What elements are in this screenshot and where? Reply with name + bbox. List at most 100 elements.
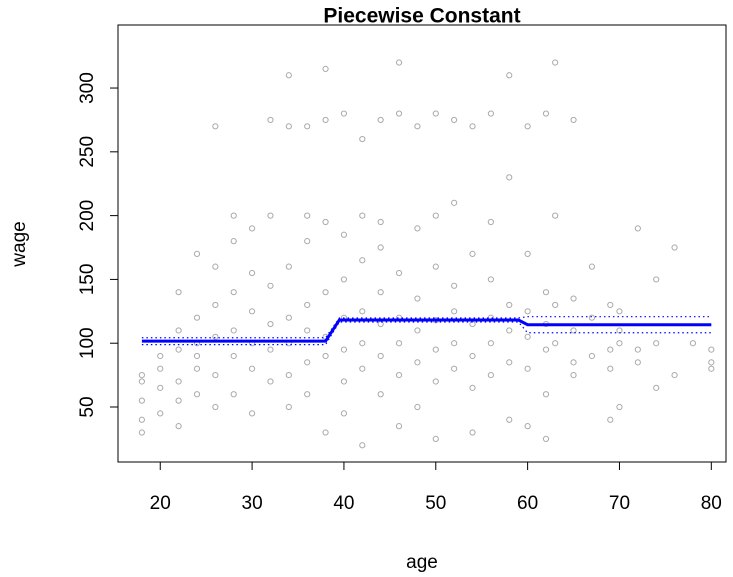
data-point bbox=[248, 410, 256, 417]
data-point bbox=[157, 365, 164, 372]
data-point bbox=[138, 378, 145, 385]
data-point bbox=[212, 372, 219, 379]
data-point bbox=[212, 263, 219, 270]
fit-upper-band bbox=[141, 316, 712, 339]
data-point bbox=[542, 289, 550, 296]
data-point bbox=[285, 403, 292, 411]
data-point bbox=[552, 340, 559, 347]
data-point bbox=[395, 59, 403, 66]
data-point bbox=[138, 429, 145, 436]
data-point bbox=[304, 301, 311, 309]
data-point bbox=[634, 359, 641, 366]
data-point bbox=[487, 218, 494, 226]
data-point bbox=[359, 257, 366, 264]
data-point bbox=[395, 269, 403, 277]
data-point bbox=[285, 314, 292, 321]
data-point bbox=[395, 423, 403, 430]
data-point bbox=[138, 416, 145, 423]
data-point bbox=[138, 372, 145, 379]
data-point bbox=[506, 359, 513, 366]
data-point bbox=[570, 327, 577, 334]
data-point bbox=[414, 295, 421, 302]
data-point bbox=[653, 340, 660, 347]
data-point bbox=[377, 352, 384, 360]
data-point bbox=[570, 359, 577, 366]
data-point bbox=[175, 289, 182, 296]
data-point bbox=[230, 391, 237, 398]
x-tick-label: 70 bbox=[609, 493, 630, 514]
data-point bbox=[487, 340, 494, 347]
data-point bbox=[542, 110, 550, 117]
data-point bbox=[193, 391, 201, 398]
data-point bbox=[193, 365, 201, 372]
y-tick-label: 300 bbox=[77, 72, 98, 104]
y-tick-label: 150 bbox=[77, 264, 98, 296]
data-point bbox=[304, 238, 311, 245]
data-point bbox=[377, 289, 384, 296]
data-point bbox=[524, 250, 531, 257]
data-point bbox=[451, 199, 458, 206]
data-point bbox=[340, 110, 348, 117]
data-point bbox=[322, 218, 329, 226]
data-point bbox=[322, 352, 329, 360]
data-point bbox=[395, 340, 403, 347]
data-point bbox=[653, 276, 660, 283]
data-point bbox=[175, 346, 182, 353]
x-tick-label: 60 bbox=[517, 493, 538, 514]
x-tick-label: 30 bbox=[242, 493, 263, 514]
data-point bbox=[414, 225, 421, 232]
data-point bbox=[359, 340, 366, 347]
data-point bbox=[340, 410, 348, 417]
data-point bbox=[230, 289, 237, 296]
data-point bbox=[542, 435, 550, 443]
data-point bbox=[157, 384, 164, 391]
data-point bbox=[653, 384, 660, 391]
data-point bbox=[267, 282, 274, 289]
data-point bbox=[570, 116, 577, 124]
data-point bbox=[671, 244, 678, 251]
data-point bbox=[304, 391, 311, 398]
data-point bbox=[506, 327, 513, 334]
data-point bbox=[395, 372, 403, 379]
data-point bbox=[451, 116, 458, 124]
data-point bbox=[708, 359, 715, 366]
data-point bbox=[193, 250, 201, 257]
x-tick-label: 40 bbox=[333, 493, 354, 514]
data-point bbox=[377, 391, 384, 398]
data-point bbox=[469, 429, 476, 436]
data-point bbox=[414, 403, 421, 411]
data-point bbox=[469, 352, 476, 360]
y-axis-label: wage bbox=[9, 221, 30, 267]
data-point bbox=[671, 372, 678, 379]
data-point bbox=[157, 410, 164, 417]
data-point bbox=[524, 123, 531, 130]
data-point bbox=[267, 346, 274, 353]
data-point bbox=[304, 123, 311, 130]
data-point bbox=[267, 116, 274, 124]
data-point bbox=[570, 372, 577, 379]
data-point bbox=[359, 212, 366, 219]
y-tick-label: 250 bbox=[77, 136, 98, 168]
data-point bbox=[414, 327, 421, 334]
data-point bbox=[359, 365, 366, 372]
data-point bbox=[542, 346, 550, 353]
data-point bbox=[193, 314, 201, 321]
data-point bbox=[359, 135, 366, 143]
data-point bbox=[248, 308, 256, 315]
data-point bbox=[432, 263, 439, 270]
data-point bbox=[708, 346, 715, 353]
data-point bbox=[451, 308, 458, 315]
data-point bbox=[304, 359, 311, 366]
data-point bbox=[487, 372, 494, 379]
data-point bbox=[607, 346, 614, 353]
data-point bbox=[304, 327, 311, 334]
data-point bbox=[607, 301, 614, 309]
data-point bbox=[487, 276, 494, 283]
data-point bbox=[212, 301, 219, 309]
data-point bbox=[469, 384, 476, 391]
data-point bbox=[285, 72, 292, 79]
data-point bbox=[212, 403, 219, 411]
data-point bbox=[230, 238, 237, 245]
data-point bbox=[469, 123, 476, 130]
